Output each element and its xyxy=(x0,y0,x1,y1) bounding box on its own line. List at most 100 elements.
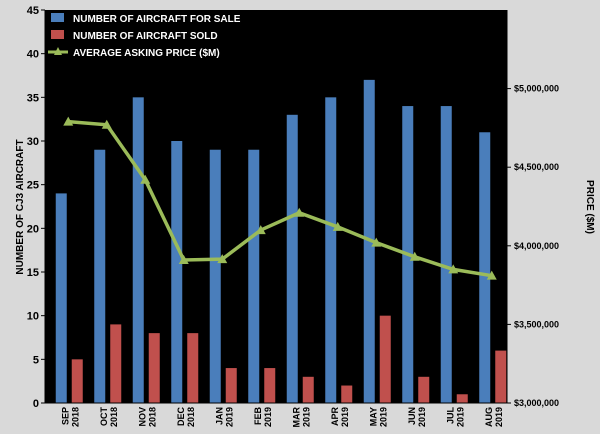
x-tick-year: 2019 xyxy=(378,407,388,427)
x-tick-year: 2019 xyxy=(494,407,504,427)
bar-sold-11 xyxy=(495,350,507,403)
legend-label-2: AVERAGE ASKING PRICE ($M) xyxy=(73,48,220,59)
x-tick-month: JUN xyxy=(407,407,417,425)
bar-for-sale-6 xyxy=(286,114,298,404)
bar-sold-5 xyxy=(264,368,276,403)
price-marker-8 xyxy=(371,237,382,247)
x-tick-month: NOV xyxy=(137,407,147,427)
x-tick-year: 2019 xyxy=(224,407,234,427)
left-tick-label: 30 xyxy=(27,136,39,148)
price-marker-11 xyxy=(486,270,497,280)
x-axis: SEP2018 OCT2018 NOV2018 DEC2018 JAN2019 FEB20… xyxy=(45,402,507,428)
left-tick-label: 10 xyxy=(27,311,39,323)
left-tick-label: 35 xyxy=(27,92,39,104)
x-tick-year: 2018 xyxy=(70,407,80,427)
price-marker-3 xyxy=(178,254,189,264)
x-tick-label: SEP2018 xyxy=(60,407,80,427)
right-axis: $3,000,000 $3,500,000 $4,000,000 $4,500,000… xyxy=(506,10,559,408)
bar-sold-9 xyxy=(418,376,430,403)
x-tick-month: JUL xyxy=(445,407,455,425)
x-tick-year: 2019 xyxy=(417,407,427,427)
legend-swatch-0 xyxy=(51,13,64,22)
x-tick-label: DEC2018 xyxy=(176,407,196,428)
x-tick-month: APR xyxy=(330,407,340,427)
x-tick-month: MAY xyxy=(368,407,378,426)
left-tick-label: 40 xyxy=(27,49,39,61)
price-marker-1 xyxy=(101,119,112,129)
x-tick-month: JAN xyxy=(214,407,224,425)
legend-label-1: NUMBER OF AIRCRAFT SOLD xyxy=(73,31,218,42)
x-tick-year: 2018 xyxy=(186,407,196,427)
price-marker-5 xyxy=(255,225,266,235)
left-tick-label: 5 xyxy=(33,354,39,366)
bar-sold-1 xyxy=(110,324,122,403)
left-axis: 0 5 10 15 20 25 30 35 40 45 xyxy=(27,5,46,410)
bar-for-sale-2 xyxy=(132,97,144,403)
x-tick-label: OCT2018 xyxy=(99,407,119,428)
right-tick-label: $5,000,000 xyxy=(514,84,559,94)
x-tick-year: 2019 xyxy=(455,407,465,427)
bar-sold-2 xyxy=(148,333,160,403)
x-tick-month: FEB xyxy=(253,406,263,425)
right-tick-label: $4,500,000 xyxy=(514,162,559,172)
bar-sold-6 xyxy=(302,376,314,403)
bar-for-sale-3 xyxy=(171,141,183,403)
price-marker-0 xyxy=(63,116,74,126)
bar-sold-4 xyxy=(225,368,237,403)
x-tick-label: APR2019 xyxy=(330,407,350,428)
x-tick-month: AUG xyxy=(484,407,494,427)
left-tick-label: 15 xyxy=(27,267,39,279)
right-tick-label: $3,500,000 xyxy=(514,319,559,329)
plot-area xyxy=(45,10,507,403)
x-tick-label: NOV2018 xyxy=(137,407,157,427)
price-marker-2 xyxy=(140,174,151,184)
bar-sold-10 xyxy=(456,394,468,403)
legend-swatch-1 xyxy=(51,30,64,39)
price-line-layer xyxy=(63,116,497,280)
right-tick-label: $3,000,000 xyxy=(514,398,559,408)
bar-sold-8 xyxy=(379,315,391,403)
left-tick-label: 20 xyxy=(27,223,39,235)
bar-for-sale-0 xyxy=(55,193,67,403)
left-tick-label: 0 xyxy=(33,398,39,410)
x-tick-month: DEC xyxy=(176,407,186,427)
x-tick-label: JUN2019 xyxy=(407,407,427,427)
left-tick-label: 45 xyxy=(27,5,39,17)
bar-for-sale-5 xyxy=(248,149,260,403)
x-tick-year: 2019 xyxy=(340,407,350,427)
legend-marker-2 xyxy=(54,47,62,55)
legend-label-0: NUMBER OF AIRCRAFT FOR SALE xyxy=(73,14,241,25)
legend: NUMBER OF AIRCRAFT FOR SALE NUMBER OF AIR… xyxy=(48,13,241,59)
y2-axis-title: PRICE ($M) xyxy=(584,180,595,234)
x-tick-year: 2019 xyxy=(263,407,273,427)
x-tick-label: AUG2019 xyxy=(484,407,504,427)
x-tick-label: FEB2019 xyxy=(253,406,273,427)
bar-for-sale-4 xyxy=(209,149,221,403)
x-tick-month: OCT xyxy=(99,407,109,427)
bar-for-sale-7 xyxy=(325,97,337,403)
x-tick-month: MAR xyxy=(291,407,301,428)
bar-sold-0 xyxy=(71,359,83,403)
bar-for-sale-1 xyxy=(94,149,106,403)
x-tick-year: 2019 xyxy=(301,407,311,427)
y-axis-title: NUMBER OF CJ3 AIRCRAFT xyxy=(15,139,26,274)
bar-sold-3 xyxy=(187,333,199,403)
bar-for-sale-11 xyxy=(479,132,491,403)
price-marker-9 xyxy=(409,251,420,261)
x-tick-label: JUL2019 xyxy=(445,407,465,428)
x-tick-label: MAY2019 xyxy=(368,407,388,427)
x-tick-label: MAR2019 xyxy=(291,407,311,428)
price-marker-10 xyxy=(448,264,459,274)
x-tick-year: 2018 xyxy=(109,407,119,427)
price-marker-4 xyxy=(217,254,228,264)
x-tick-month: SEP xyxy=(60,407,70,425)
bar-sold-7 xyxy=(341,385,353,403)
left-tick-label: 25 xyxy=(27,180,39,192)
x-tick-year: 2018 xyxy=(147,407,157,427)
x-tick-label: JAN2019 xyxy=(214,407,234,427)
price-marker-7 xyxy=(332,221,343,231)
bar-for-sale-10 xyxy=(440,106,452,404)
price-line xyxy=(68,119,493,278)
price-marker-6 xyxy=(294,207,305,217)
